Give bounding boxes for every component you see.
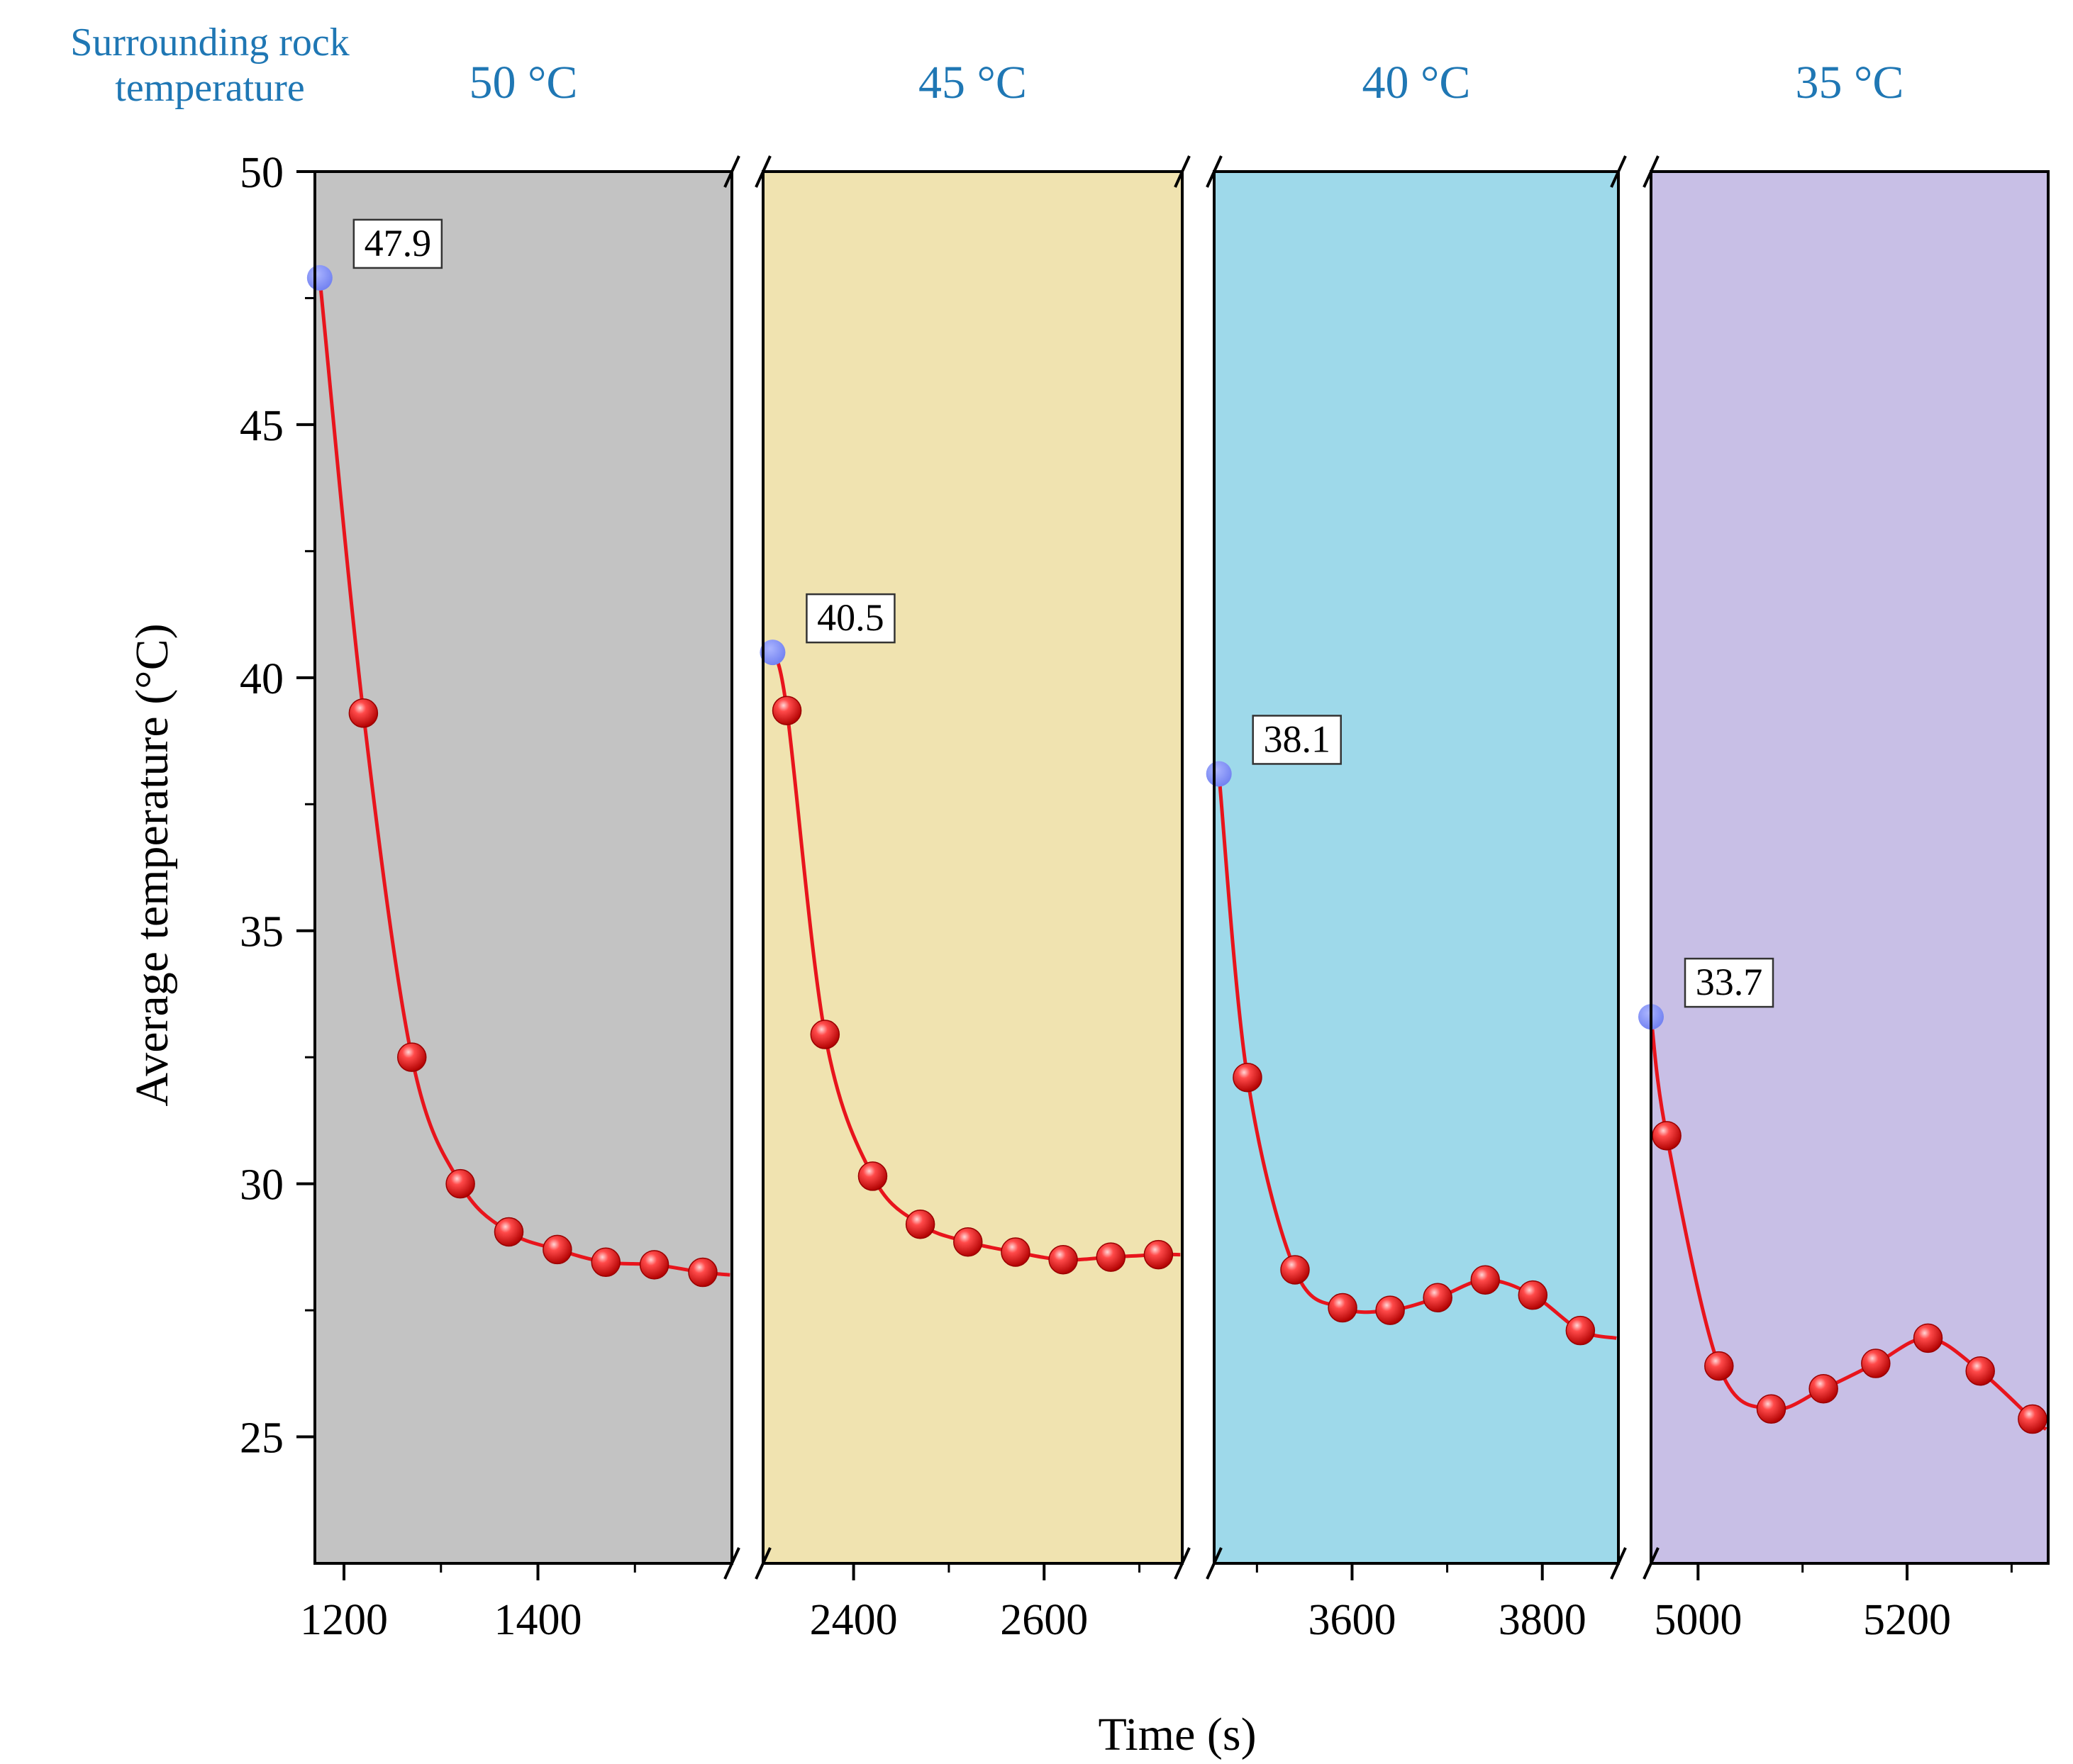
data-point	[1965, 1356, 1995, 1386]
corner-label-line: temperature	[115, 66, 304, 110]
data-point	[1280, 1255, 1310, 1285]
section-temperature-label: 50 °C	[469, 57, 578, 108]
data-point	[396, 1042, 427, 1072]
panel-background	[1214, 172, 1618, 1563]
data-point	[1470, 1265, 1500, 1295]
data-point	[1913, 1323, 1943, 1353]
x-tick-label: 5000	[1654, 1596, 1742, 1644]
axis-break-mark	[755, 1547, 772, 1580]
y-tick-label: 30	[240, 1161, 284, 1210]
start-point	[1206, 761, 1232, 787]
data-point	[1565, 1315, 1596, 1346]
data-point	[1048, 1244, 1078, 1275]
panel-frame	[762, 170, 1184, 1565]
data-point	[688, 1257, 718, 1288]
x-tick-label: 1400	[494, 1596, 582, 1644]
x-tick-label: 1200	[300, 1596, 388, 1644]
panel-background	[763, 172, 1182, 1563]
data-point	[1704, 1351, 1734, 1381]
start-value-box	[352, 218, 443, 269]
axis-break-mark	[1206, 1547, 1223, 1580]
axis-break-mark	[1610, 155, 1627, 188]
panel-frame	[1650, 170, 2050, 1565]
axis-break-mark	[1643, 1547, 1660, 1580]
data-point	[1375, 1295, 1405, 1325]
start-point	[306, 264, 333, 291]
data-point	[1096, 1242, 1126, 1272]
start-value-label: 38.1	[1263, 718, 1330, 760]
y-tick-label: 40	[240, 655, 284, 703]
data-point	[1652, 1121, 1682, 1151]
panel-frame	[1213, 170, 1620, 1565]
start-value-label: 33.7	[1696, 961, 1763, 1003]
y-axis-title: Average temperature (°C)	[126, 623, 178, 1106]
axis-break-mark	[1643, 155, 1660, 188]
data-point	[1001, 1237, 1030, 1267]
x-tick-label: 3600	[1308, 1596, 1396, 1644]
data-point	[445, 1168, 475, 1199]
x-tick-label: 2600	[1000, 1596, 1088, 1644]
y-tick-label: 50	[240, 149, 284, 197]
data-point	[1756, 1394, 1786, 1424]
panel-1: 50 °C 1200 1400 47.9	[300, 57, 740, 1644]
data-point	[2018, 1404, 2047, 1434]
start-point	[760, 640, 786, 666]
data-point	[543, 1234, 572, 1265]
panel-frame	[313, 170, 733, 1565]
corner-label-line: Surrounding rock	[70, 21, 350, 65]
start-value-box	[1684, 957, 1774, 1008]
data-point	[905, 1209, 935, 1239]
section-temperature-label: 45 °C	[918, 57, 1027, 108]
data-point	[1328, 1293, 1357, 1323]
start-value-box	[806, 593, 896, 644]
start-value-label: 40.5	[817, 596, 884, 639]
panel-2: 45 °C 2400 2600 40.5	[755, 57, 1191, 1644]
data-point	[591, 1247, 621, 1278]
data-point	[857, 1161, 888, 1191]
axis-break-mark	[1174, 1547, 1191, 1580]
data-point	[348, 698, 379, 728]
y-tick-label: 35	[240, 908, 284, 956]
x-tick-label: 3800	[1499, 1596, 1586, 1644]
panel-3: 40 °C 3600 3800 38.1	[1206, 57, 1627, 1644]
x-axis-title: Time (s)	[1098, 1709, 1256, 1760]
data-point	[810, 1020, 840, 1049]
axis-break-mark	[1206, 155, 1223, 188]
data-point	[1518, 1280, 1548, 1310]
axis-break-mark	[755, 155, 772, 188]
data-point	[1423, 1283, 1452, 1312]
y-axis: 25 30 35 40 45 50	[240, 149, 315, 1463]
data-point	[639, 1250, 669, 1280]
section-temperature-label: 35 °C	[1796, 57, 1904, 108]
surrounding-rock-label: Surrounding rock temperature	[70, 21, 350, 110]
axis-break-mark	[723, 1547, 740, 1580]
x-tick-label: 5200	[1863, 1596, 1951, 1644]
panel-background	[315, 172, 732, 1563]
data-point	[772, 696, 802, 725]
axis-break-mark	[1610, 1547, 1627, 1580]
data-point	[1143, 1239, 1174, 1270]
axis-break-mark	[723, 155, 740, 188]
data-point	[494, 1217, 524, 1247]
data-point	[1233, 1062, 1262, 1093]
panel-4: 35 °C 5000 5200 33.7	[1638, 57, 2050, 1644]
y-tick-label: 25	[240, 1414, 284, 1463]
data-point	[1808, 1373, 1838, 1404]
x-tick-label: 2400	[810, 1596, 898, 1644]
panel-background	[1651, 172, 2048, 1563]
start-value-label: 47.9	[365, 222, 432, 264]
axis-break-mark	[1174, 155, 1191, 188]
start-value-box	[1252, 715, 1342, 765]
data-point	[1861, 1349, 1891, 1378]
y-tick-label: 45	[240, 402, 284, 450]
panels: 50 °C 1200 1400 47.9 45 °C 2400 2600 40.5 40 °C 3…	[300, 57, 2050, 1644]
data-point	[953, 1227, 983, 1257]
section-temperature-label: 40 °C	[1362, 57, 1471, 108]
